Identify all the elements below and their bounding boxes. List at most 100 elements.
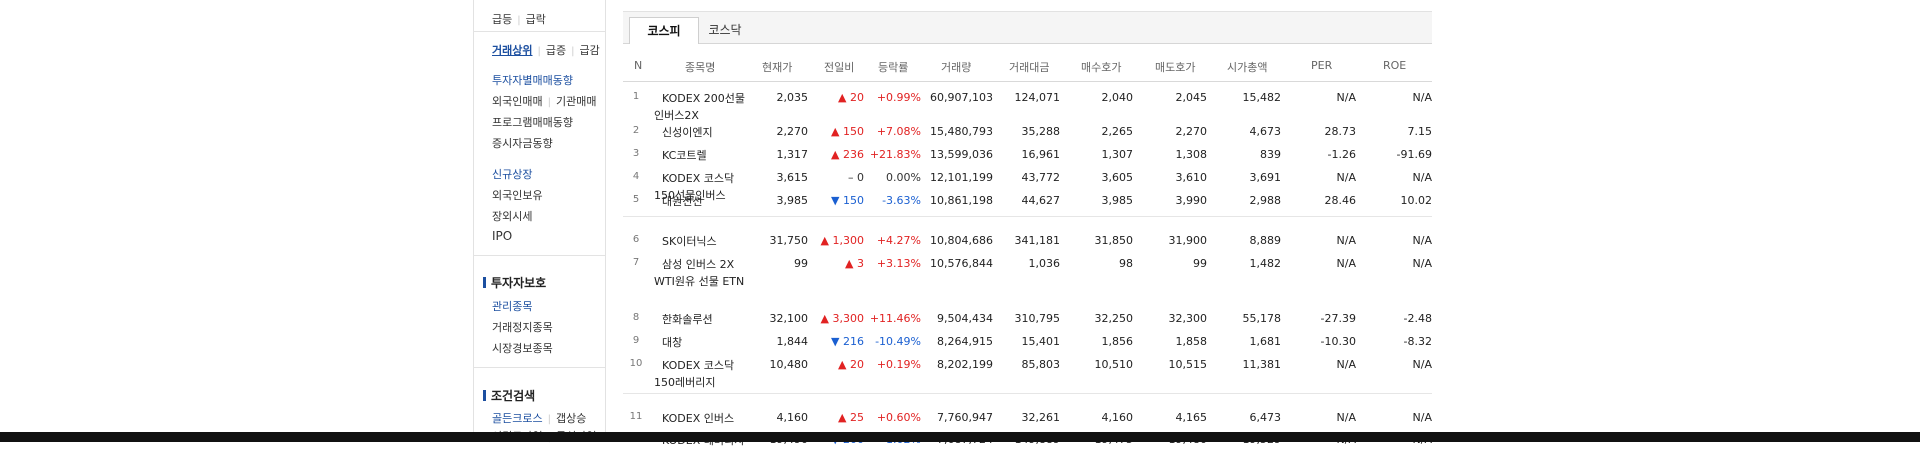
cell-price: 3,615 [776, 171, 809, 184]
sidebar-item-ipo[interactable]: IPO [492, 229, 513, 243]
cell-volume: 10,576,844 [930, 257, 993, 270]
bottom-edge-bar [0, 432, 1920, 442]
stock-name-link[interactable]: KODEX 200선물인버스2X [654, 92, 745, 122]
tab-kosdaq[interactable]: 코스닥 [708, 23, 742, 37]
separator: | [547, 414, 551, 425]
sidebar-item-plunge[interactable]: 급락 [525, 13, 546, 26]
col-mcap[interactable]: 시가총액 [1227, 61, 1268, 74]
sidebar-item-investor[interactable]: 투자자별매매동향 [492, 74, 573, 87]
col-volume[interactable]: 거래량 [941, 61, 972, 74]
cell-roe: 10.02 [1400, 194, 1433, 207]
cell-roe: -8.32 [1403, 335, 1432, 348]
cell-rate: +4.27% [876, 234, 921, 247]
cell-per: N/A [1336, 257, 1356, 270]
sidebar-item-institution-trade[interactable]: 기관매매 [555, 95, 597, 108]
cell-rank: 6 [632, 234, 640, 245]
sidebar-divider [605, 0, 606, 432]
cell-mcap: 15,482 [1242, 91, 1282, 104]
col-ask[interactable]: 매도호가 [1155, 61, 1196, 74]
cell-price: 3,985 [776, 194, 809, 207]
cell-rank: 3 [632, 148, 640, 159]
sidebar-item-program[interactable]: 프로그램매매동향 [492, 116, 573, 129]
sidebar-item-halted[interactable]: 거래정지종목 [492, 321, 553, 334]
sidebar-item-foreign-hold[interactable]: 외국인보유 [492, 189, 543, 202]
cell-volume: 13,599,036 [930, 148, 993, 161]
cell-roe: 7.15 [1407, 125, 1433, 138]
cell-ask: 2,045 [1175, 91, 1208, 104]
sidebar-item-surge[interactable]: 급등 [492, 13, 513, 26]
sidebar-item-new-listing[interactable]: 신규상장 [492, 168, 533, 181]
sidebar-item-volume-surge[interactable]: 급증 [545, 44, 567, 57]
sidebar-item-deposit[interactable]: 증시자금동향 [492, 137, 553, 150]
sidebar-item-warning[interactable]: 시장경보종목 [492, 342, 553, 355]
cell-ask: 99 [1193, 257, 1207, 270]
cell-rank: 2 [632, 125, 640, 136]
cell-change: ▲ 3,300 [820, 312, 864, 325]
market-tab-bar: 코스피 코스닥 [623, 11, 1432, 44]
stock-name-link[interactable]: 대원전선 [662, 195, 703, 208]
cell-bid: 3,605 [1101, 171, 1134, 184]
sidebar-item-managed[interactable]: 관리종목 [492, 300, 533, 313]
cell-ask: 1,858 [1175, 335, 1208, 348]
cell-bid: 31,850 [1094, 234, 1134, 247]
sidebar-item-foreign-trade[interactable]: 외국인매매 [492, 95, 543, 108]
col-roe[interactable]: ROE [1383, 59, 1407, 72]
col-amount[interactable]: 거래대금 [1009, 61, 1050, 74]
separator: | [517, 15, 521, 26]
divider [473, 255, 605, 256]
cell-rate: -3.63% [882, 194, 921, 207]
col-price[interactable]: 현재가 [762, 61, 793, 74]
stock-name-link[interactable]: KODEX 코스닥150선물인버스 [654, 172, 735, 202]
stock-name-link[interactable]: 삼성 인버스 2X WTI원유 선물 ETN [654, 258, 745, 288]
stock-name-link[interactable]: KODEX 인버스 [662, 412, 735, 425]
cell-roe: -91.69 [1396, 148, 1432, 161]
cell-change: ▼ 216 [831, 335, 864, 348]
cell-mcap: 1,681 [1249, 335, 1282, 348]
sidebar-item-gap-up[interactable]: 갭상승 [555, 412, 587, 425]
cell-per: -27.39 [1320, 312, 1356, 325]
cell-volume: 9,504,434 [937, 312, 993, 325]
cell-mcap: 6,473 [1249, 411, 1282, 424]
col-rate[interactable]: 등락률 [878, 61, 909, 74]
cell-mcap: 8,889 [1249, 234, 1282, 247]
cell-amount: 44,627 [1021, 194, 1061, 207]
stock-name-link[interactable]: 신성이엔지 [662, 126, 713, 139]
col-bid[interactable]: 매수호가 [1081, 61, 1122, 74]
stock-name-link[interactable]: KC코트렐 [662, 149, 707, 162]
heading-label: 조건검색 [491, 389, 536, 403]
cell-amount: 310,795 [1014, 312, 1061, 325]
cell-per: -1.26 [1327, 148, 1356, 161]
stock-name-link[interactable]: 대창 [662, 336, 683, 349]
cell-rank: 5 [632, 194, 640, 205]
cell-price: 32,100 [769, 312, 809, 325]
section-heading-condition: 조건검색 [483, 387, 535, 404]
col-change[interactable]: 전일비 [824, 61, 855, 74]
sidebar-item-top-volume[interactable]: 거래상위 [492, 44, 533, 57]
sidebar-item-volume-drop[interactable]: 급감 [579, 44, 600, 57]
cell-roe: N/A [1412, 411, 1432, 424]
sidebar-item-after-hours[interactable]: 장외시세 [492, 210, 533, 223]
cell-roe: N/A [1412, 234, 1432, 247]
cell-ask: 4,165 [1175, 411, 1208, 424]
cell-bid: 2,040 [1101, 91, 1134, 104]
col-name[interactable]: 종목명 [685, 61, 716, 74]
stock-name-link[interactable]: SK이터닉스 [662, 235, 717, 248]
cell-amount: 43,772 [1021, 171, 1061, 184]
left-divider [473, 0, 474, 432]
cell-volume: 10,861,198 [930, 194, 993, 207]
cell-mcap: 11,381 [1242, 358, 1282, 371]
sidebar-item-golden-cross[interactable]: 골든크로스 [492, 412, 543, 425]
cell-change: ▲ 236 [831, 148, 864, 161]
cell-change: ▲ 20 [838, 358, 864, 371]
cell-price: 1,844 [776, 335, 809, 348]
col-per[interactable]: PER [1311, 59, 1333, 72]
cell-bid: 1,307 [1101, 148, 1134, 161]
tab-kospi[interactable]: 코스피 [629, 17, 699, 44]
cell-mcap: 1,482 [1249, 257, 1282, 270]
stock-name-link[interactable]: 한화솔루션 [662, 313, 713, 326]
stock-name-link[interactable]: KODEX 코스닥150레버리지 [654, 359, 735, 389]
cell-roe: -2.48 [1403, 312, 1432, 325]
cell-per: -10.30 [1320, 335, 1356, 348]
cell-volume: 7,760,947 [937, 411, 993, 424]
cell-bid: 32,250 [1094, 312, 1134, 325]
